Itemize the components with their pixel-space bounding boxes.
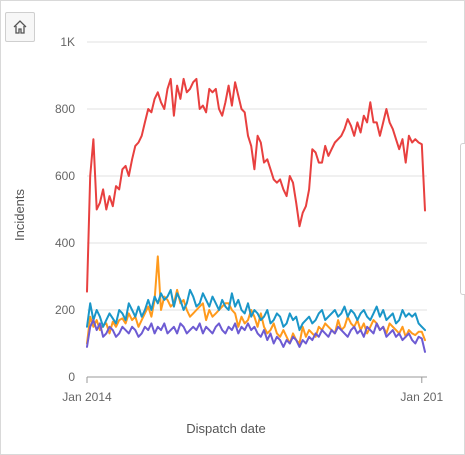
x-tick-label: Jan 2014 (62, 390, 112, 404)
y-tick-label: 0 (68, 370, 75, 384)
y-tick-label: 1K (60, 35, 75, 49)
gridlines (87, 41, 427, 378)
series-line-2[interactable] (86, 255, 426, 345)
series-line-3[interactable] (86, 288, 426, 332)
y-axis-label: Incidents (12, 188, 27, 241)
panel-edge (460, 143, 465, 295)
y-tick-label: 400 (55, 236, 75, 250)
series-line-1[interactable] (86, 77, 426, 293)
x-axis-ticks: Jan 2014 Jan 201 (62, 377, 443, 404)
y-tick-label: 200 (55, 303, 75, 317)
home-button[interactable] (5, 12, 35, 42)
home-icon (13, 20, 27, 34)
x-axis-label: Dispatch date (186, 421, 266, 436)
series-line-4[interactable] (86, 319, 426, 353)
series-lines (86, 77, 426, 353)
x-tick-label: Jan 201 (400, 390, 443, 404)
y-tick-label: 800 (55, 102, 75, 116)
y-tick-label: 600 (55, 169, 75, 183)
y-axis-ticks: 0 200 400 600 800 1K (55, 35, 75, 384)
